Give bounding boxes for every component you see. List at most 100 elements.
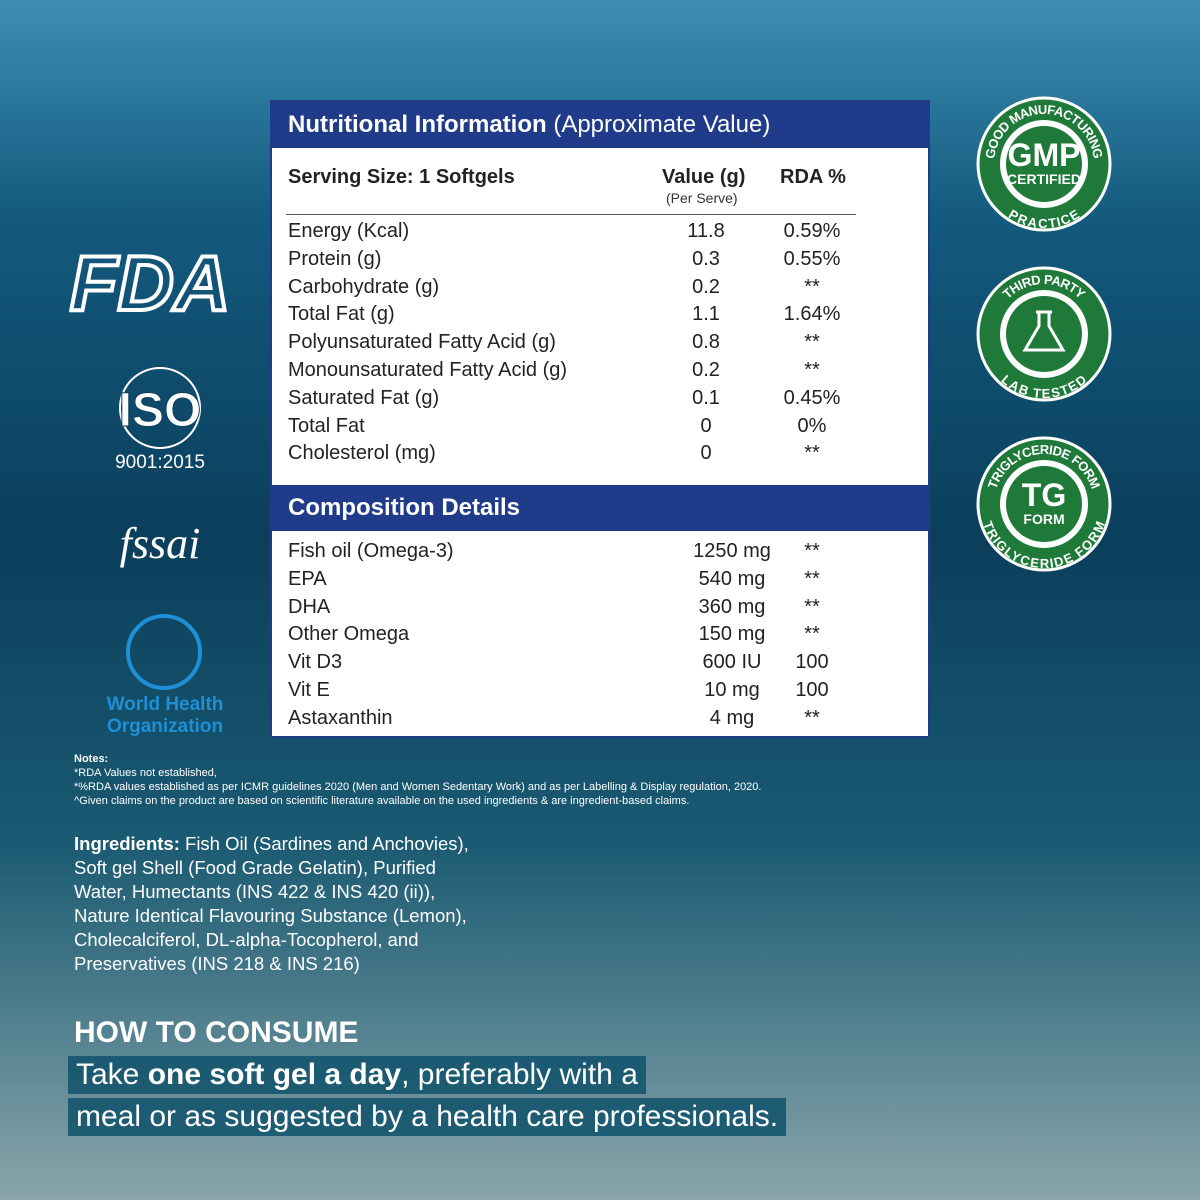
row-name: DHA bbox=[288, 595, 331, 618]
ingredient-text: Preservatives (INS 218 & INS 216) bbox=[74, 953, 360, 974]
row-value: 0.2 bbox=[692, 359, 720, 381]
consume-line: meal or as suggested by a health care pr… bbox=[68, 1098, 787, 1136]
logos: FDA ISO 9001:2015 fssai World Health Org… bbox=[68, 240, 232, 737]
fssai-logo: fssai bbox=[120, 519, 201, 568]
ingredient-label: Ingredients: bbox=[74, 833, 180, 854]
row-name: Carbohydrate (g) bbox=[288, 275, 440, 298]
row-name: Cholesterol (mg) bbox=[288, 442, 436, 465]
row-name: Fish oil (Omega-3) bbox=[288, 540, 454, 562]
iso-globe bbox=[119, 367, 201, 449]
row-rda: 0.59% bbox=[783, 220, 841, 242]
row-rda: ** bbox=[804, 540, 820, 562]
consume-title: HOW TO CONSUME bbox=[74, 1016, 359, 1049]
badge-core bbox=[1006, 296, 1082, 372]
row-value: 0 bbox=[700, 442, 712, 465]
iso-sub: 9001:2015 bbox=[115, 452, 205, 473]
divider bbox=[286, 214, 856, 215]
row-name: Polyunsaturated Fatty Acid (g) bbox=[288, 331, 556, 354]
row-name: Vit D3 bbox=[288, 651, 343, 674]
row-name: Energy (Kcal) bbox=[288, 220, 410, 242]
row-rda: 0.55% bbox=[783, 247, 841, 270]
serving-size: Serving Size: 1 Softgels bbox=[288, 166, 515, 188]
row-value: 10 mg bbox=[704, 679, 760, 701]
row-value: 11.8 bbox=[687, 220, 725, 242]
ingredient-line: Soft gel Shell (Food Grade Gelatin), Pur… bbox=[74, 856, 469, 880]
note-line: *RDA Values not established, bbox=[74, 767, 217, 779]
iso-logo: ISO bbox=[119, 384, 202, 437]
text: , preferably with a bbox=[401, 1058, 638, 1091]
row-name: Total Fat (g) bbox=[288, 303, 395, 326]
notes-title: Notes: bbox=[74, 753, 109, 765]
row-value: 1250 mg bbox=[693, 540, 771, 562]
badge-center: GMP bbox=[1008, 137, 1081, 173]
ingredient-line: Nature Identical Flavouring Substance (L… bbox=[74, 904, 469, 928]
row-rda: ** bbox=[804, 442, 820, 465]
row-name: Astaxanthin bbox=[288, 706, 393, 729]
row-rda: 0% bbox=[797, 414, 827, 437]
text-bold: one soft gel a day bbox=[147, 1058, 402, 1091]
row-value: 0.3 bbox=[692, 247, 720, 270]
row-value: 600 IU bbox=[702, 651, 762, 674]
ingredients: Ingredients: Fish Oil (Sardines and Anch… bbox=[74, 832, 469, 976]
row-name: Total Fat bbox=[288, 414, 365, 437]
notes: Notes: *RDA Values not established, *%RDA … bbox=[74, 752, 761, 808]
row-value: 360 mg bbox=[698, 595, 766, 618]
who-line: Organization bbox=[107, 716, 223, 737]
note-line: ^Given claims on the product are based o… bbox=[74, 795, 690, 807]
badge-center: TG bbox=[1022, 477, 1066, 513]
row-name: Other Omega bbox=[288, 623, 410, 646]
ingredient-text: Cholecalciferol, DL-alpha-Tocopherol, an… bbox=[74, 929, 419, 950]
who-emblem bbox=[126, 614, 202, 690]
col-rda: RDA % bbox=[780, 166, 846, 188]
row-rda: ** bbox=[804, 567, 820, 590]
row-rda: 1.64% bbox=[783, 303, 841, 326]
row-rda: ** bbox=[804, 623, 820, 646]
badge-core bbox=[1006, 466, 1082, 542]
ingredient-text: Nature Identical Flavouring Substance (L… bbox=[74, 905, 467, 926]
row-value: 4 mg bbox=[709, 706, 755, 729]
row-value: 0 bbox=[700, 414, 712, 437]
who-line: World Health bbox=[107, 694, 224, 715]
col-value-sub: (Per Serve) bbox=[666, 190, 738, 206]
row-value: 0.8 bbox=[692, 331, 720, 354]
row-rda: ** bbox=[804, 706, 820, 729]
consume-line: Take one soft gel a day, preferably with… bbox=[68, 1056, 646, 1094]
nutrition-header: Nutritional Information (Approximate Val… bbox=[272, 102, 928, 148]
fda-logo: FDA bbox=[70, 240, 230, 327]
row-value: 1.1 bbox=[692, 303, 720, 326]
nutrition-title: Nutritional Information bbox=[288, 111, 547, 138]
text: Take bbox=[76, 1058, 148, 1091]
badge-core bbox=[1006, 126, 1082, 202]
row-rda: ** bbox=[804, 359, 820, 381]
row-name: Monounsaturated Fatty Acid (g) bbox=[288, 359, 568, 381]
row-rda: ** bbox=[804, 331, 820, 354]
row-rda: 100 bbox=[795, 651, 829, 674]
composition-header: Composition Details bbox=[272, 485, 928, 531]
row-value: 150 mg bbox=[698, 623, 766, 646]
row-value: 0.2 bbox=[692, 275, 720, 298]
row-rda: ** bbox=[804, 275, 820, 298]
ingredient-line: Preservatives (INS 218 & INS 216) bbox=[74, 952, 469, 976]
ingredient-line: Cholecalciferol, DL-alpha-Tocopherol, an… bbox=[74, 928, 469, 952]
row-rda: ** bbox=[804, 595, 820, 618]
row-value: 540 mg bbox=[698, 567, 766, 590]
flask-icon bbox=[1022, 310, 1066, 352]
row-rda: 100 bbox=[795, 679, 829, 701]
row-name: EPA bbox=[288, 567, 327, 590]
badge-center: CERTIFIED bbox=[1007, 171, 1081, 187]
row-rda: 0.45% bbox=[783, 386, 841, 409]
row-name: Vit E bbox=[288, 679, 330, 701]
col-value: Value (g) bbox=[662, 166, 746, 188]
ingredient-line: Water, Humectants (INS 422 & INS 420 (ii… bbox=[74, 880, 469, 904]
row-name: Saturated Fat (g) bbox=[288, 386, 440, 409]
ingredient-line: Ingredients: Fish Oil (Sardines and Anch… bbox=[74, 832, 469, 856]
note-line: *%RDA values established as per ICMR gui… bbox=[74, 781, 762, 793]
nutrition-subtitle: (Approximate Value) bbox=[553, 111, 771, 138]
ingredient-text: Soft gel Shell (Food Grade Gelatin), Pur… bbox=[74, 857, 436, 878]
badge-center: FORM bbox=[1023, 511, 1064, 527]
